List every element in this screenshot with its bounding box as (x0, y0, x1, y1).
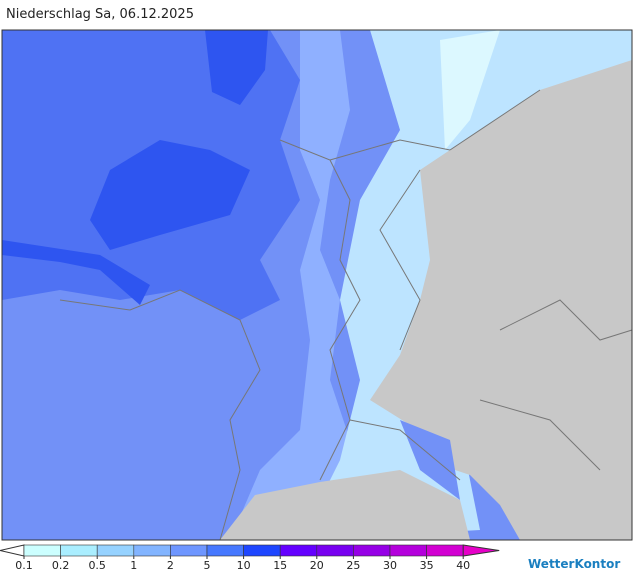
legend-color-box (23, 544, 61, 557)
legend-under-arrow (0, 544, 25, 557)
legend-color-box (133, 544, 171, 557)
legend-color-box (170, 544, 208, 557)
brand: WetterKontor (528, 557, 620, 571)
legend-color-box (206, 544, 244, 557)
legend-tick-label: 30 (383, 559, 397, 572)
legend-tick-label: 5 (204, 559, 211, 572)
legend-color-box (353, 544, 391, 557)
legend-tick-label: 20 (310, 559, 324, 572)
legend-color-box (96, 544, 135, 557)
legend-tick-label: 0.1 (15, 559, 33, 572)
legend-tick-label: 10 (237, 559, 251, 572)
legend-color-box (279, 544, 318, 557)
legend-color-box (243, 544, 281, 557)
legend-tick-label: 0.5 (88, 559, 106, 572)
legend-tick-label: 15 (273, 559, 287, 572)
legend-tick-label: 25 (346, 559, 360, 572)
legend-tick-label: 1 (130, 559, 137, 572)
legend-tick-label: 0.2 (52, 559, 70, 572)
legend: 0.1 0.2 0.5 1 2 5 10 15 20 25 30 35 40 (0, 544, 500, 572)
legend-over-arrow (462, 544, 500, 557)
legend-color-box (316, 544, 354, 557)
legend-tick-label: 35 (420, 559, 434, 572)
legend-color-box (60, 544, 98, 557)
legend-tick-label: 40 (456, 559, 470, 572)
legend-tick-label: 2 (167, 559, 174, 572)
map-title: Niederschlag Sa, 06.12.2025 (6, 7, 194, 22)
legend-color-box (426, 544, 464, 557)
legend-color-box (389, 544, 427, 557)
precipitation-map (1, 29, 633, 541)
